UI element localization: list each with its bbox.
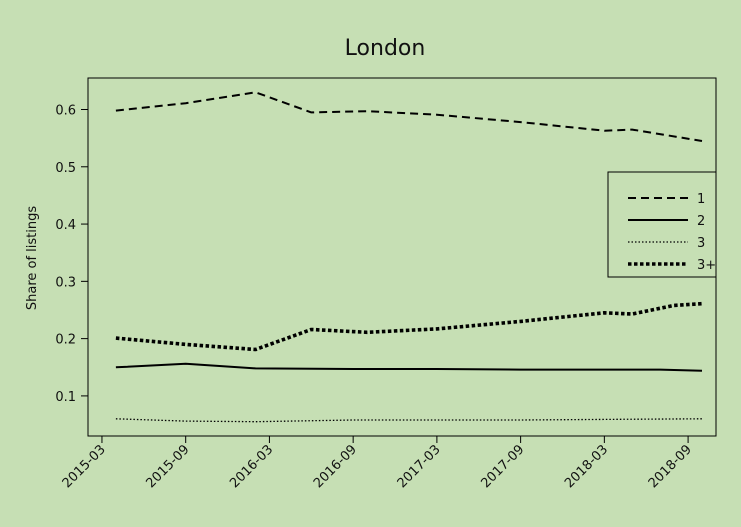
legend-label-4: 3+ bbox=[697, 258, 716, 273]
x-tick-label: 2017-03 bbox=[395, 442, 444, 491]
x-tick-label: 2016-03 bbox=[227, 442, 276, 491]
y-tick-label: 0.5 bbox=[55, 161, 76, 176]
series-line-2 bbox=[115, 362, 703, 372]
series-line-4 bbox=[115, 301, 703, 352]
y-tick-label: 0.2 bbox=[55, 333, 76, 348]
x-axis: 2015-03 2015-09 2016-03 2016-09 2017-03 2017-… bbox=[60, 436, 695, 491]
y-tick-label: 0.6 bbox=[55, 104, 76, 119]
series-line-1 bbox=[115, 91, 703, 142]
series-layer bbox=[115, 91, 703, 423]
y-tick-label: 0.4 bbox=[55, 218, 76, 233]
legend-box bbox=[607, 171, 717, 278]
legend-label-2: 2 bbox=[697, 214, 705, 229]
legend: 1 2 3 3+ bbox=[607, 171, 717, 278]
x-tick-label: 2018-03 bbox=[562, 442, 611, 491]
y-axis-label: Share of listings bbox=[25, 206, 40, 311]
y-tick-label: 0.3 bbox=[55, 275, 76, 290]
x-tick-label: 2016-09 bbox=[311, 442, 360, 491]
x-tick-label: 2015-03 bbox=[60, 442, 109, 491]
legend-label-3: 3 bbox=[697, 236, 705, 251]
legend-label-1: 1 bbox=[697, 192, 705, 207]
x-tick-label: 2017-09 bbox=[478, 442, 527, 491]
y-axis: 0.1 0.2 0.3 0.4 0.5 0.6 bbox=[55, 104, 88, 405]
chart-title: London bbox=[345, 36, 426, 61]
y-tick-label: 0.1 bbox=[55, 390, 76, 405]
x-tick-label: 2015-09 bbox=[143, 442, 192, 491]
series-line-3 bbox=[115, 418, 703, 423]
x-tick-label: 2018-09 bbox=[646, 442, 695, 491]
